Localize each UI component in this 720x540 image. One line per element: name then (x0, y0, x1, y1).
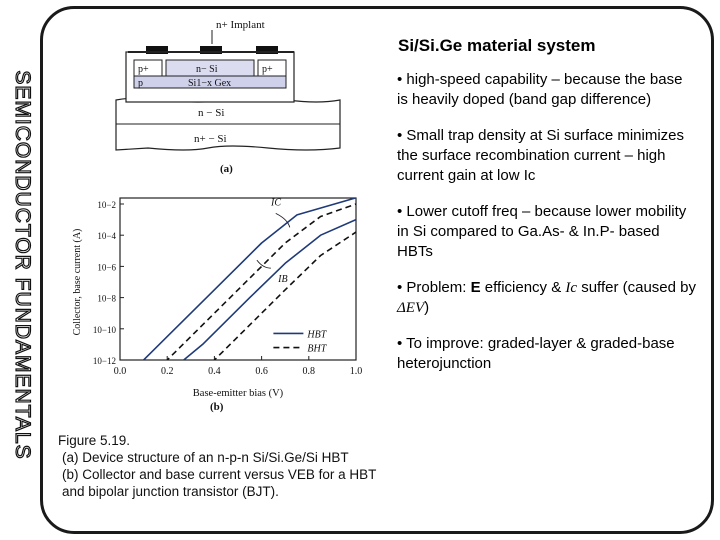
x-tick-label: 0.0 (114, 366, 127, 377)
x-tick-label: 0.4 (208, 366, 221, 377)
bullet-4-e: E (470, 279, 481, 296)
y-tick-label: 10−10 (93, 325, 117, 335)
series-line-hbt-ic (142, 198, 356, 360)
bullet-2: • Small trap density at Si surface minim… (397, 127, 685, 184)
bullet-4-dev: ΔEV (397, 300, 425, 316)
caption-line-2: (a) Device structure of an n-p-n Si/Si.G… (62, 450, 349, 465)
annotation-ic: IC (270, 198, 281, 209)
chart-b-label: (b) (210, 401, 224, 413)
current-vs-bias-chart: 0.0 0.2 0.4 0.6 0.8 1.0 10−2 10−4 10−6 10−8 10−10 1… (72, 197, 362, 413)
diagram-a-label: (a) (220, 163, 233, 175)
layer-nplus-label: n+ − Si (194, 133, 227, 145)
y-tick-label: 10−8 (97, 294, 116, 304)
bullet-4-ic: Ic (565, 280, 578, 296)
caption-line-1: Figure 5.19. (58, 433, 131, 448)
figure-caption: Figure 5.19. (a) Device structure of an … (58, 432, 438, 500)
chart-plot-area (119, 197, 357, 361)
caption-line-3: (b) Collector and base current versus VE… (62, 467, 377, 482)
bullet-1: • high-speed capability – because the ba… (397, 71, 683, 108)
y-tick-label: 10−2 (97, 200, 116, 210)
annotation-ic-arc (275, 212, 291, 228)
bullet-list: • high-speed capability – because the ba… (397, 70, 697, 390)
slide-title: Si/Si.Ge material system (398, 36, 596, 55)
layer-p3-label: p (138, 78, 143, 89)
vertical-title: SEMICONDUCTOR FUNDAMENTALS (10, 70, 34, 460)
y-tick-label: 10−6 (97, 262, 116, 272)
chart-labels: Base-emitter bias (V) Collector, base cur… (72, 198, 328, 413)
device-structure-diagram: n+ Implant p+ n− Si p+ p Si1−x Gex n − S… (115, 19, 341, 175)
annotation-ib: IB (277, 274, 287, 285)
y-tick-label: 10−12 (93, 356, 116, 366)
layer-p2-label: p+ (262, 64, 273, 75)
legend-label-hbt: HBT (306, 329, 327, 340)
x-tick-label: 0.8 (303, 366, 316, 377)
contact-1 (146, 46, 168, 54)
bullet-3: • Lower cutoff freq – because lower mobi… (397, 203, 687, 260)
layer-p1-label: p+ (138, 64, 149, 75)
y-tick-label: 10−4 (97, 231, 116, 241)
slide-frame (40, 6, 714, 534)
contact-3 (256, 46, 278, 54)
series-line-bht-ic (166, 203, 356, 360)
layer-sige-label: Si1−x Gex (188, 78, 231, 89)
contact-2 (200, 46, 222, 54)
chart-axes: 0.0 0.2 0.4 0.6 0.8 1.0 10−2 10−4 10−6 10−8 10−10 1… (93, 200, 362, 377)
y-axis-label: Collector, base current (A) (72, 229, 83, 336)
legend-label-bht: BHT (307, 344, 327, 355)
caption-line-4: and bipolar junction transistor (BJT). (62, 484, 279, 499)
bullet-4: • Problem: E efficiency & Ic suffer (cau… (397, 278, 697, 318)
emitter-region (165, 59, 255, 77)
x-axis-label: Base-emitter bias (V) (193, 388, 284, 399)
bullet-4-end: ) (424, 299, 430, 316)
layer-nsi-top-label: n− Si (196, 64, 218, 75)
x-tick-label: 1.0 (350, 366, 363, 377)
bullet-5: • To improve: graded-layer & graded-base… (397, 335, 675, 372)
bullet-4-pre: • Problem: (397, 279, 471, 296)
chart-frame (119, 197, 357, 361)
layer-nsi-label: n − Si (198, 107, 224, 119)
bullet-4-mid: efficiency & (480, 279, 566, 296)
series-line-hbt-ib (182, 218, 356, 360)
x-tick-label: 0.6 (255, 366, 268, 377)
implant-label: n+ Implant (216, 19, 265, 31)
chart-curves (142, 198, 356, 360)
x-tick-label: 0.2 (161, 366, 174, 377)
series-line-bht-ib (213, 231, 356, 360)
annotation-ib-arc (256, 259, 271, 269)
bullet-4-post: suffer (caused by (577, 279, 696, 296)
